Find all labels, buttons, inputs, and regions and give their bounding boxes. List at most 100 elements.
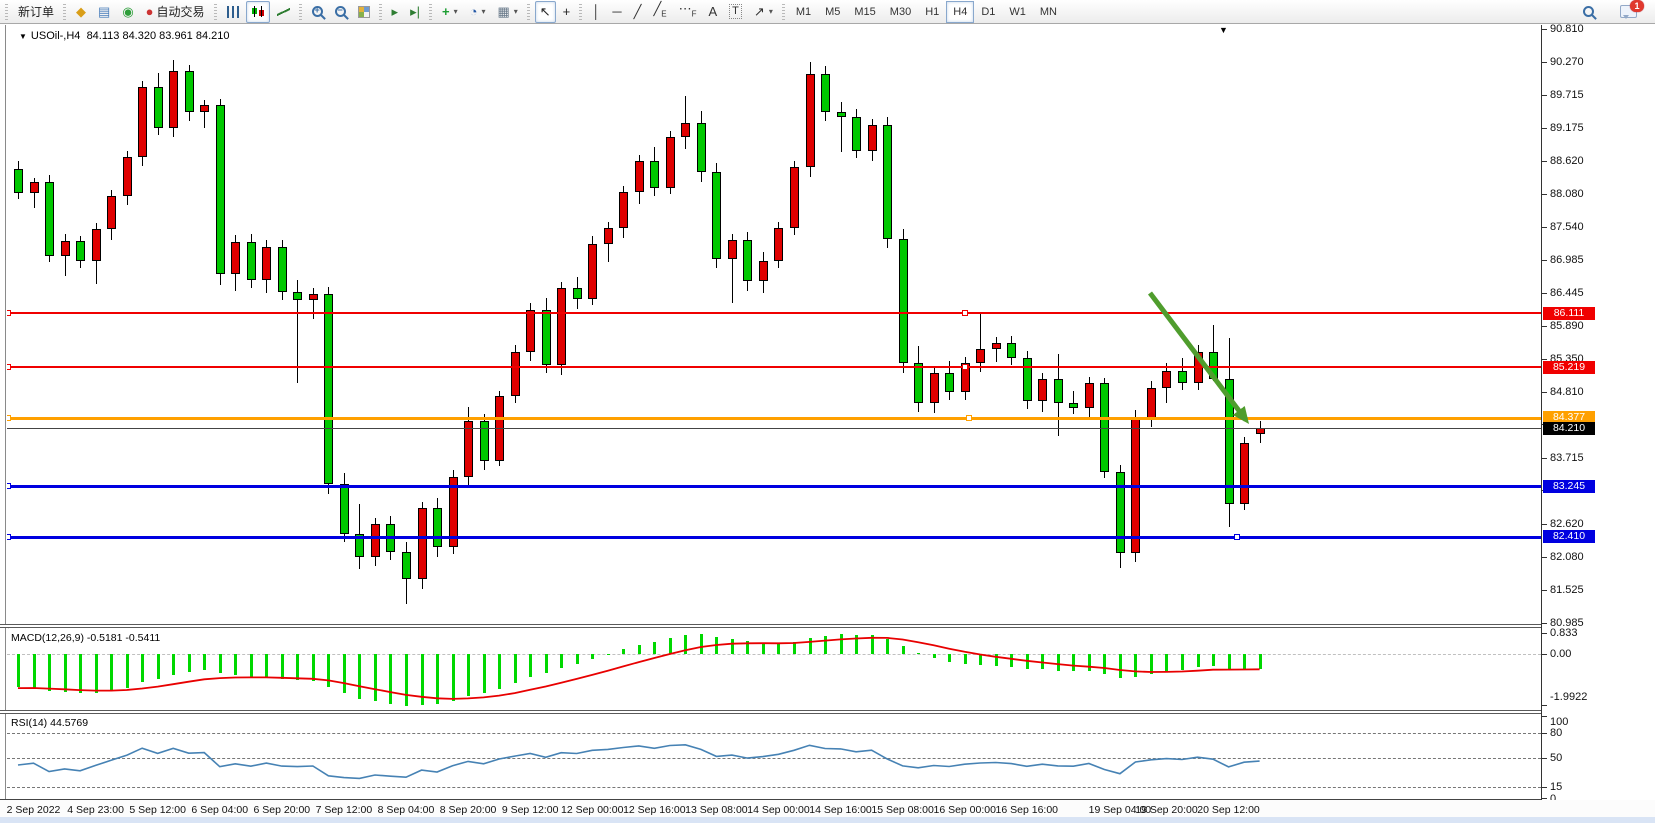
search-button[interactable]: [1578, 1, 1599, 23]
chart-shift-marker[interactable]: ▼: [1219, 25, 1228, 35]
line-handle[interactable]: [7, 310, 11, 317]
timeframe-h1[interactable]: H1: [925, 5, 940, 18]
indicators-button[interactable]: + ▾: [437, 1, 463, 23]
time-label: 4 Sep 23:00: [67, 804, 124, 816]
macd-tick: [1542, 654, 1547, 655]
chart-shift-button[interactable]: ▸|: [405, 1, 425, 23]
macd-panel[interactable]: MACD(12,26,9) -0.5181 -0.5411: [7, 629, 1541, 710]
rsi-panel[interactable]: RSI(14) 44.5769: [7, 714, 1541, 800]
hline-button[interactable]: ─: [607, 1, 626, 23]
bull-candle: [634, 161, 644, 192]
panel-splitter[interactable]: [0, 624, 1541, 628]
bear-candle: [1007, 342, 1017, 359]
time-label: 2 Sep 2022: [6, 804, 61, 816]
bull-candle: [991, 342, 1001, 349]
candle-wick: [731, 233, 733, 303]
price-badge-86.111: 86.111: [1543, 306, 1595, 320]
price-tick: [1542, 292, 1547, 294]
macd-histogram-bar: [901, 645, 905, 654]
line-handle[interactable]: [7, 414, 11, 421]
bull-candle: [91, 229, 101, 261]
symbol-dropdown-icon[interactable]: ▼: [19, 32, 27, 41]
market-watch-button[interactable]: ▤: [93, 1, 115, 23]
macd-histogram-bar: [1196, 654, 1200, 668]
periods-button[interactable]: ◔ ▾: [465, 1, 491, 23]
timeframe-d1[interactable]: D1: [981, 5, 996, 18]
macd-tick-label: -1.9922: [1550, 691, 1588, 703]
templates-button[interactable]: ▦ ▾: [492, 1, 522, 23]
main-chart-plot[interactable]: ▼ USOil-,H4 84.113 84.320 83.961 84.210 ▼: [7, 25, 1541, 624]
bull-candle: [526, 310, 536, 353]
timeframe-h4[interactable]: H4: [946, 0, 975, 23]
bull-candle: [464, 421, 474, 477]
timeframe-mn[interactable]: MN: [1039, 5, 1057, 18]
crosshair-button[interactable]: +: [558, 1, 576, 23]
line-handle[interactable]: [7, 483, 11, 490]
horizontal-line-85.219[interactable]: [7, 366, 1541, 369]
bar-chart-button[interactable]: [222, 1, 244, 23]
fibonacci-icon: ⋯F: [678, 1, 697, 19]
time-axis[interactable]: 2 Sep 2022 4 Sep 23:00 5 Sep 12:00 6 Sep 04…: [0, 800, 1655, 817]
new-order-button[interactable]: 新订单: [13, 1, 59, 23]
time-label: 15 Sep 08:00: [871, 804, 934, 816]
timeframe-m15[interactable]: M15: [854, 5, 876, 18]
bear-candle: [1100, 382, 1110, 473]
timeframe-m30[interactable]: M30: [889, 5, 912, 18]
line-handle[interactable]: [1234, 533, 1240, 540]
timeframe-m1[interactable]: M1: [795, 5, 812, 18]
macd-tick: [1542, 704, 1547, 706]
horizontal-line-83.245[interactable]: [7, 485, 1541, 489]
bear-candle: [898, 238, 908, 364]
price-tick: [1542, 29, 1547, 30]
line-handle[interactable]: [962, 310, 968, 317]
rsi-level-80: [7, 732, 1541, 734]
horizontal-line-86.111[interactable]: [7, 312, 1541, 315]
trendline-button[interactable]: ╱: [629, 1, 647, 23]
candle-chart-button[interactable]: [245, 0, 270, 23]
price-tick-label: 89.175: [1550, 121, 1584, 134]
label-button[interactable]: T: [724, 1, 747, 23]
timeframe-w1[interactable]: W1: [1009, 5, 1026, 18]
timeframe-m5[interactable]: M5: [825, 5, 841, 18]
profiles-button[interactable]: ◆: [71, 1, 91, 23]
macd-histogram-bar: [1025, 654, 1029, 669]
macd-histogram-bar: [498, 654, 502, 689]
macd-histogram-bar: [265, 654, 269, 678]
line-handle[interactable]: [7, 364, 11, 371]
cursor-button[interactable]: ↖: [534, 0, 556, 23]
vline-button[interactable]: │: [587, 1, 605, 23]
macd-histogram-bar: [870, 634, 874, 654]
bear-candle: [277, 247, 287, 292]
line-handle[interactable]: [7, 533, 11, 540]
text-button[interactable]: A: [704, 1, 723, 23]
line-chart-button[interactable]: [272, 1, 295, 23]
horizontal-line-84.377[interactable]: [7, 416, 1541, 420]
zoom-out-button[interactable]: [330, 1, 351, 23]
fibonacci-button[interactable]: ⋯F: [674, 1, 702, 23]
toolbar-grip: [428, 3, 432, 20]
line-handle[interactable]: [962, 364, 968, 371]
shapes-button[interactable]: ↗ ▾: [749, 1, 778, 23]
bear-candle: [1053, 379, 1063, 404]
tile-windows-button[interactable]: [353, 1, 375, 23]
bull-candle: [1038, 379, 1048, 401]
bear-candle: [402, 551, 411, 579]
signals-button[interactable]: ◉: [117, 1, 138, 23]
notifications-button[interactable]: 1: [1615, 0, 1644, 23]
channel-button[interactable]: ╱E: [648, 1, 671, 23]
price-axis[interactable]: 90.810 90.270 89.715 89.175 88.620 88.080 87.5…: [1541, 23, 1655, 805]
line-handle[interactable]: [966, 414, 972, 421]
bull-candle: [929, 373, 939, 404]
price-tick: [1542, 524, 1547, 526]
rsi-tick: [1542, 786, 1547, 788]
horizontal-line-82.410[interactable]: [7, 535, 1541, 539]
horizontal-line-84.210[interactable]: [7, 428, 1541, 430]
panel-splitter[interactable]: [0, 710, 1541, 714]
candle-wick: [297, 279, 299, 384]
auto-scroll-button[interactable]: ▸: [387, 1, 404, 23]
periods-button-caret: ▾: [481, 7, 486, 16]
autotrading-button[interactable]: ● 自动交易: [141, 1, 210, 23]
zoom-in-button[interactable]: [307, 1, 328, 23]
macd-histogram-bar: [839, 634, 843, 654]
